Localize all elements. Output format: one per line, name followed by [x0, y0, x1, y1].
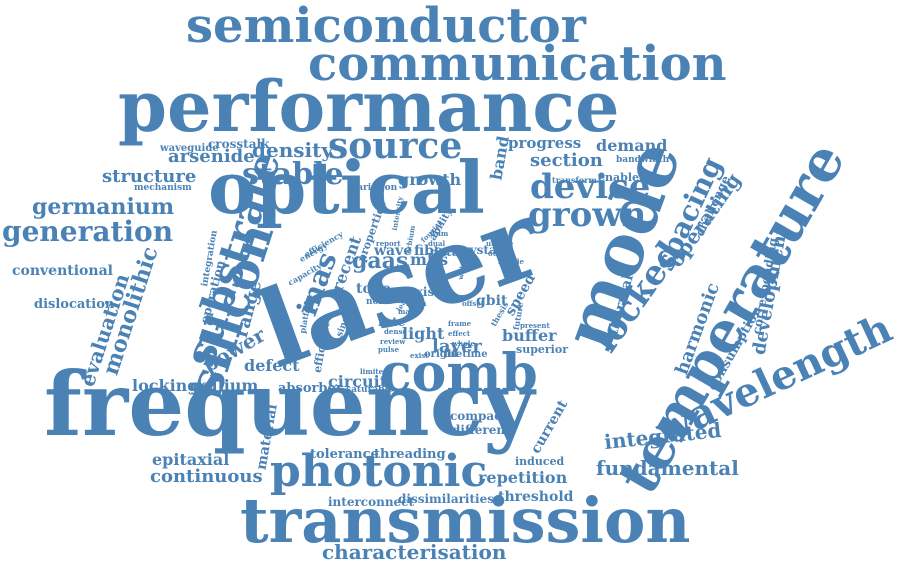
word: dislocation — [34, 297, 115, 312]
word: defect — [244, 356, 300, 375]
word: germanium — [32, 194, 175, 220]
word: enabled — [598, 171, 647, 184]
word: compact — [450, 409, 508, 423]
word: review — [380, 337, 406, 346]
word: communication — [308, 36, 727, 92]
word: present — [520, 321, 550, 330]
word: source — [328, 125, 463, 167]
word: induced — [515, 455, 565, 468]
word: mlls — [410, 250, 449, 269]
word: generation — [2, 215, 174, 248]
word: section — [530, 150, 603, 171]
word: growth — [398, 170, 462, 189]
word: frame — [448, 319, 472, 328]
word: repetition — [478, 468, 568, 487]
word: threading — [374, 447, 446, 462]
word: saturable — [346, 385, 394, 395]
word: tolerance — [310, 447, 379, 462]
word: arsenide — [168, 146, 255, 167]
word: tone — [356, 281, 391, 297]
word: wave — [374, 243, 413, 259]
word: dual — [428, 239, 446, 248]
word: epitaxial — [152, 450, 230, 469]
word: bandwidth — [616, 155, 670, 165]
word: dense — [384, 327, 407, 336]
word: conventional — [12, 263, 113, 279]
word: dissimilarities — [398, 492, 494, 506]
word: report — [376, 239, 401, 248]
word: fundamental — [596, 456, 739, 480]
word: band — [486, 134, 513, 182]
word: axis — [408, 285, 435, 299]
word: data — [430, 245, 460, 259]
word: layer — [432, 336, 482, 357]
word: comb — [380, 343, 538, 404]
word: absorber — [278, 381, 343, 396]
word: optical — [208, 145, 485, 230]
word: fiber — [414, 243, 451, 259]
word: pulse — [378, 345, 400, 354]
word: unique — [486, 239, 514, 248]
word: photonic — [270, 446, 488, 497]
word: whole — [452, 339, 475, 348]
word: demand — [596, 136, 668, 155]
word: locking — [132, 376, 199, 395]
word: room — [406, 299, 427, 308]
word: origin — [424, 349, 458, 360]
word: rate — [378, 315, 406, 329]
word: different — [452, 423, 511, 437]
word: buffer — [502, 326, 557, 345]
word: stable — [242, 157, 344, 192]
word: semiconductor — [186, 0, 586, 54]
word: light — [402, 324, 445, 343]
word: effect — [448, 329, 471, 338]
word: offset — [462, 299, 485, 308]
word: interconnect — [328, 495, 415, 509]
word: mark — [398, 307, 419, 316]
word: superior — [516, 343, 568, 356]
word: frequency — [44, 352, 535, 456]
word: mechanism — [134, 183, 192, 193]
word: circuit — [328, 372, 388, 391]
word: limited — [360, 367, 388, 376]
word: continuous — [150, 466, 263, 487]
word: exist — [410, 351, 429, 360]
word: crystal — [456, 243, 502, 257]
word: integrated — [603, 417, 723, 455]
word: grown — [528, 195, 647, 235]
word: simple — [498, 257, 525, 266]
word: current — [527, 397, 572, 457]
word: variation — [352, 183, 398, 193]
word: density — [252, 138, 333, 162]
word: wdm — [430, 229, 449, 238]
word: gaas — [352, 248, 409, 274]
word: threshold — [498, 489, 574, 505]
word: progress — [508, 134, 582, 152]
word: waveguide — [160, 143, 219, 154]
word: noise — [366, 297, 393, 307]
word: transmission — [240, 484, 691, 557]
word: performance — [118, 65, 620, 148]
word: structure — [102, 166, 197, 187]
word: lifetime — [444, 349, 488, 360]
word: gallium — [190, 376, 259, 395]
word: characterisation — [322, 540, 507, 564]
word: high — [428, 267, 446, 276]
word: crosstalk — [208, 137, 270, 151]
word: transform — [552, 175, 597, 185]
word: output — [488, 249, 515, 258]
word: device — [530, 167, 651, 207]
word: gbit — [476, 293, 508, 309]
